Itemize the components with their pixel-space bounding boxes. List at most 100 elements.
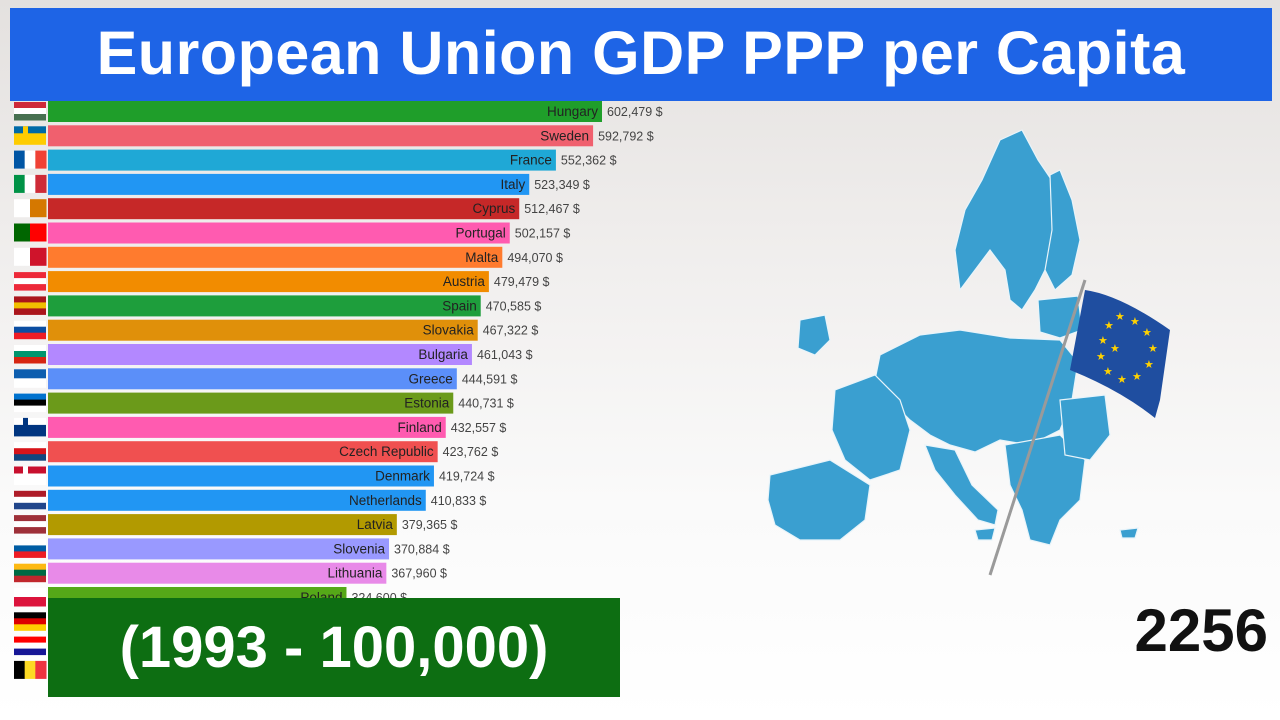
bar-category-label: Latvia	[357, 517, 394, 532]
bar-category-label: Finland	[397, 420, 441, 435]
bar-value-label: 444,591 $	[462, 372, 518, 386]
bar-value-label: 367,960 $	[391, 567, 447, 581]
bar-denmark	[48, 465, 434, 487]
bar-france	[48, 149, 556, 171]
bar-hungary	[48, 101, 602, 122]
svg-text:★: ★	[1098, 334, 1108, 347]
bar-category-label: Netherlands	[349, 493, 422, 508]
svg-text:★: ★	[1142, 326, 1152, 339]
flag-icon-finland	[14, 417, 46, 437]
bar-bulgaria	[48, 344, 472, 365]
eu-flag-icon: ★ ★★ ★★★ ★★★ ★★★	[1070, 290, 1170, 418]
flag-icon-portugal	[14, 223, 47, 242]
svg-text:★: ★	[1148, 342, 1158, 355]
bar-cyprus	[48, 198, 520, 220]
svg-text:★: ★	[1115, 310, 1125, 323]
bar-value-label: 523,349 $	[534, 178, 590, 192]
bar-value-label: 461,043 $	[477, 348, 533, 362]
flag-icon-denmark	[14, 466, 46, 485]
bar-category-label: Bulgaria	[418, 347, 468, 362]
flag-icon-greece	[14, 369, 46, 388]
bar-netherlands	[48, 489, 426, 511]
bar-value-label: 479,479 $	[494, 275, 550, 289]
flag-icon-lithuania	[14, 563, 46, 583]
bar-category-label: Spain	[442, 298, 477, 313]
svg-text:★: ★	[1117, 373, 1127, 386]
bar-category-label: Portugal	[455, 226, 505, 241]
svg-text:★: ★	[1110, 342, 1120, 355]
bar-value-label: 410,833 $	[431, 494, 487, 508]
bar-category-label: Denmark	[375, 469, 430, 484]
bar-spain	[48, 295, 481, 317]
bar-lithuania	[48, 562, 387, 584]
eu-map-illustration: ★ ★ ★ ★ ★ ★ ★ ★ ★ ★ ★ ★	[760, 100, 1180, 590]
bar-value-label: 552,362 $	[561, 154, 617, 168]
flag-icon-croatia	[14, 636, 46, 656]
bar-category-label: Slovenia	[333, 541, 385, 556]
bar-category-label: Greece	[409, 371, 453, 386]
bar-value-label: 379,365 $	[402, 518, 458, 532]
bar-slovakia	[48, 319, 478, 341]
flag-icon-slovenia	[14, 539, 46, 558]
flag-icon-sweden	[14, 126, 46, 145]
title-banner: European Union GDP PPP per Capita	[10, 8, 1272, 101]
bar-category-label: Italy	[500, 177, 525, 192]
flag-icon-spain	[14, 296, 46, 315]
chart-title: European Union GDP PPP per Capita	[96, 19, 1186, 87]
bar-value-label: 470,585 $	[486, 299, 542, 313]
bar-value-label: 370,884 $	[394, 542, 450, 556]
flag-icon-france	[14, 150, 47, 169]
bar-value-label: 512,467 $	[524, 202, 580, 216]
range-label: (1993 - 100,000)	[119, 615, 549, 680]
bar-value-label: 467,322 $	[483, 324, 539, 338]
bar-sweden	[48, 125, 594, 147]
bar-category-label: Czech Republic	[339, 444, 434, 459]
flag-icon-estonia	[14, 393, 46, 413]
bar-finland	[48, 416, 446, 438]
svg-text:★: ★	[1130, 315, 1140, 328]
bar-category-label: France	[510, 153, 552, 168]
bar-greece	[48, 368, 457, 390]
flag-icon-germany	[14, 612, 46, 631]
flag-icon-cyprus	[14, 199, 47, 218]
flag-icon-slovakia	[14, 320, 46, 340]
bar-category-label: Hungary	[547, 104, 598, 119]
bar-category-label: Estonia	[404, 396, 450, 411]
bar-malta	[48, 246, 503, 268]
flag-icon-austria	[14, 272, 46, 291]
bar-italy	[48, 173, 530, 195]
bar-value-label: 592,792 $	[598, 129, 654, 143]
bar-estonia	[48, 392, 454, 414]
bar-value-label: 423,762 $	[443, 445, 499, 459]
bar-value-label: 494,070 $	[507, 251, 563, 265]
bar-category-label: Cyprus	[472, 201, 515, 216]
svg-text:★: ★	[1096, 350, 1106, 363]
bar-portugal	[48, 222, 510, 244]
svg-text:★: ★	[1132, 370, 1142, 383]
bar-category-label: Lithuania	[328, 566, 383, 581]
bar-category-label: Slovakia	[423, 323, 475, 338]
flag-icon-hungary	[14, 102, 46, 121]
bar-category-label: Austria	[443, 274, 486, 289]
bar-czech-republic	[48, 441, 438, 463]
svg-text:★: ★	[1103, 365, 1113, 378]
bar-category-label: Sweden	[540, 128, 589, 143]
flag-icon-malta	[14, 247, 47, 266]
flag-icon-poland	[14, 588, 46, 607]
flag-pole-icon	[988, 279, 1087, 576]
flag-icon-belgium	[14, 660, 47, 679]
flag-icon-czech-republic	[14, 442, 46, 461]
bar-value-label: 440,731 $	[458, 397, 514, 411]
bar-value-label: 502,157 $	[515, 227, 571, 241]
eu-map-icon	[767, 129, 1139, 546]
flag-icon-latvia	[14, 515, 46, 534]
bar-value-label: 419,724 $	[439, 470, 495, 484]
year-counter: 2256	[1134, 597, 1268, 664]
bar-category-label: Malta	[465, 250, 499, 265]
bar-austria	[48, 271, 489, 293]
flag-icon-bulgaria	[14, 345, 46, 364]
svg-text:★: ★	[1104, 319, 1114, 332]
range-label-box: (1993 - 100,000)	[48, 598, 620, 697]
bar-value-label: 602,479 $	[607, 105, 663, 119]
bar-slovenia	[48, 538, 390, 560]
